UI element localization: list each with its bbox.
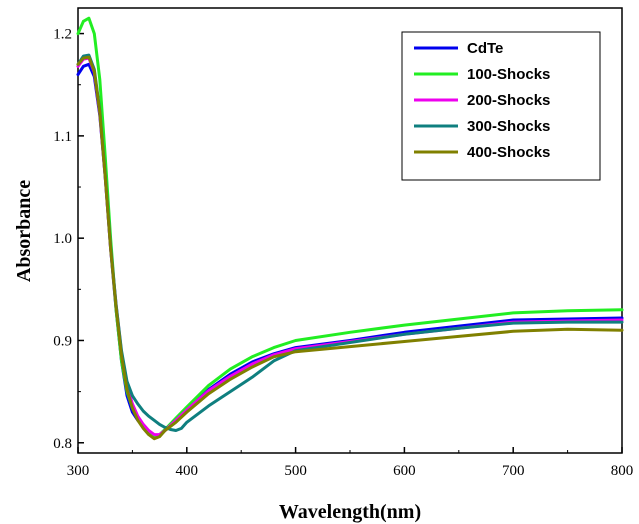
y-tick-label: 1.1 <box>53 129 72 145</box>
legend-label: CdTe <box>467 40 503 57</box>
legend-label: 400-Shocks <box>467 144 550 161</box>
y-tick-label: 0.9 <box>53 333 72 349</box>
legend: CdTe 100-Shocks 200-Shocks 300-Shocks 400-Sh… <box>401 31 601 181</box>
x-tick-label: 800 <box>611 463 634 479</box>
x-tick-label: 400 <box>176 463 199 479</box>
x-tick-label: 700 <box>502 463 525 479</box>
legend-label: 300-Shocks <box>467 118 550 135</box>
axis-ticks: 300 400 500 600 700 800 0.8 0.9 1.0 1.1 1.2 <box>53 27 633 479</box>
legend-label: 200-Shocks <box>467 92 550 109</box>
legend-box <box>401 31 601 181</box>
x-axis-title: Wavelength(nm) <box>279 501 421 523</box>
y-axis-title: Absorbance <box>13 180 35 282</box>
y-tick-label: 1.2 <box>53 27 72 43</box>
y-tick-label: 1.0 <box>53 231 72 247</box>
series-line-5 <box>76 55 624 441</box>
x-tick-label: 300 <box>67 463 90 479</box>
data-series <box>76 16 624 441</box>
legend-label: 100-Shocks <box>467 66 550 83</box>
y-tick-label: 0.8 <box>53 436 72 452</box>
x-tick-label: 600 <box>393 463 416 479</box>
x-tick-label: 500 <box>284 463 307 479</box>
